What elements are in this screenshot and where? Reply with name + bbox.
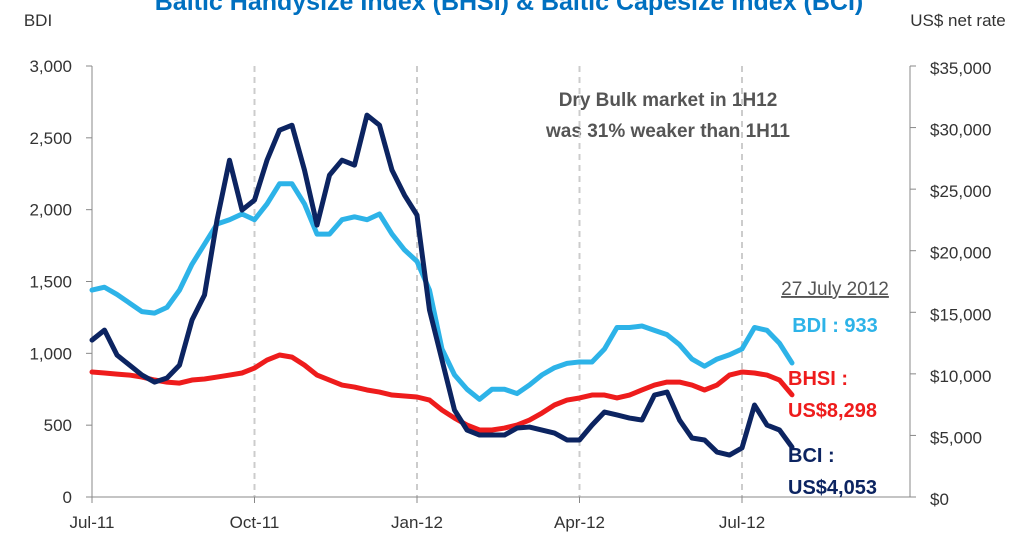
series-line [89, 352, 795, 433]
x-tick-label: Oct-11 [230, 513, 280, 532]
y2-tick-label: $15,000 [930, 305, 991, 324]
annotation: 27 July 2012 [781, 279, 889, 300]
series-line [89, 112, 795, 458]
y-tick-label: 1,000 [29, 344, 72, 363]
x-tick-label: Apr-12 [554, 513, 605, 532]
series-label: US$8,298 [788, 400, 877, 422]
y-tick-label: 0 [63, 488, 72, 507]
y-tick-label: 1,500 [29, 273, 72, 292]
y-tick-label: 3,000 [29, 57, 72, 76]
y2-tick-label: $25,000 [930, 182, 991, 201]
y-tick-label: 2,000 [29, 201, 72, 220]
series-label: BDI : 933 [792, 315, 878, 337]
annotation: was 31% weaker than 1H11 [545, 121, 790, 142]
y2-tick-label: $35,000 [930, 59, 991, 78]
y-tick-label: 500 [44, 416, 72, 435]
y2-tick-label: $10,000 [930, 367, 991, 386]
y2-tick-label: $30,000 [930, 121, 991, 140]
chart-title: Baltic Handysize Index (BHSI) & Baltic C… [155, 0, 864, 16]
series-label: BHSI : [788, 368, 848, 390]
x-tick-label: Jul-12 [719, 513, 765, 532]
y2-axis-label: US$ net rate [910, 11, 1005, 30]
y-axis-label: BDI [24, 11, 52, 30]
x-tick-label: Jul-11 [69, 513, 114, 532]
y2-tick-label: $20,000 [930, 244, 991, 263]
x-tick-label: Jan-12 [391, 513, 443, 532]
series-label: BCI : [788, 445, 835, 467]
y2-tick-label: $5,000 [930, 428, 982, 447]
annotation: Dry Bulk market in 1H12 [559, 90, 778, 111]
y2-tick-label: $0 [930, 490, 949, 509]
series-line [89, 181, 795, 402]
y-tick-label: 2,500 [29, 129, 72, 148]
series-label: US$4,053 [788, 477, 877, 499]
